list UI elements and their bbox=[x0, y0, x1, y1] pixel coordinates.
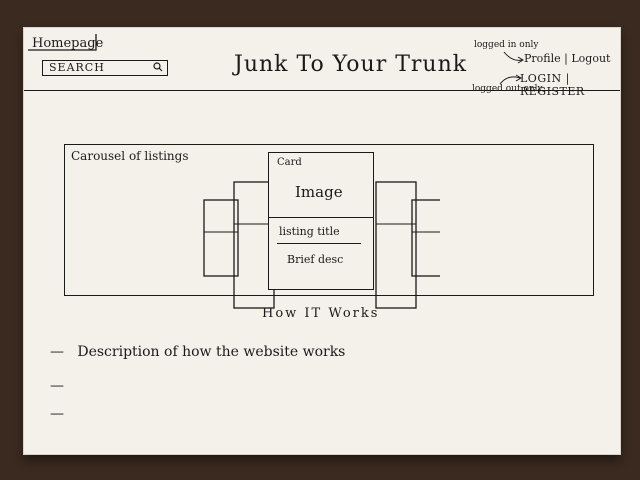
login-register-links[interactable]: LOGIN | REGISTER bbox=[520, 72, 585, 98]
bullet-dash: — bbox=[50, 406, 64, 422]
card-image-divider bbox=[269, 217, 373, 218]
homepage-label: Homepage bbox=[32, 36, 104, 51]
how-it-works-heading: How IT Works bbox=[262, 306, 380, 321]
card-image: Image bbox=[295, 183, 343, 201]
search-input[interactable]: SEARCH bbox=[42, 60, 168, 76]
listing-carousel[interactable]: Carousel of listings bbox=[64, 144, 594, 296]
header-divider bbox=[24, 90, 620, 91]
logged-out-note: logged out only bbox=[472, 84, 543, 94]
bullet-dash: — bbox=[50, 344, 78, 360]
profile-logout-links[interactable]: Profile | Logout bbox=[524, 52, 611, 65]
site-title: Junk To Your Trunk bbox=[234, 52, 468, 77]
how-it-works-item: — Description of how the website works bbox=[50, 344, 345, 360]
how-it-works-text: Description of how the website works bbox=[77, 344, 346, 360]
homepage-bracket bbox=[28, 34, 97, 51]
card-label: Card bbox=[277, 157, 302, 168]
card-title-divider bbox=[277, 243, 361, 244]
card-description: Brief desc bbox=[287, 253, 344, 266]
card-title: listing title bbox=[279, 225, 340, 238]
logged-in-note: logged in only bbox=[474, 40, 539, 50]
listing-card[interactable]: Card Image listing title Brief desc bbox=[268, 152, 374, 290]
how-it-works-item: — bbox=[50, 406, 64, 422]
sketch-paper: Homepage SEARCH Junk To Your Trunk logge… bbox=[24, 28, 620, 454]
search-placeholder: SEARCH bbox=[49, 61, 105, 74]
search-icon[interactable] bbox=[153, 62, 163, 75]
carousel-label: Carousel of listings bbox=[71, 149, 189, 163]
annotation-arrows bbox=[499, 51, 524, 85]
bullet-dash: — bbox=[50, 378, 64, 394]
how-it-works-item: — bbox=[50, 378, 64, 394]
